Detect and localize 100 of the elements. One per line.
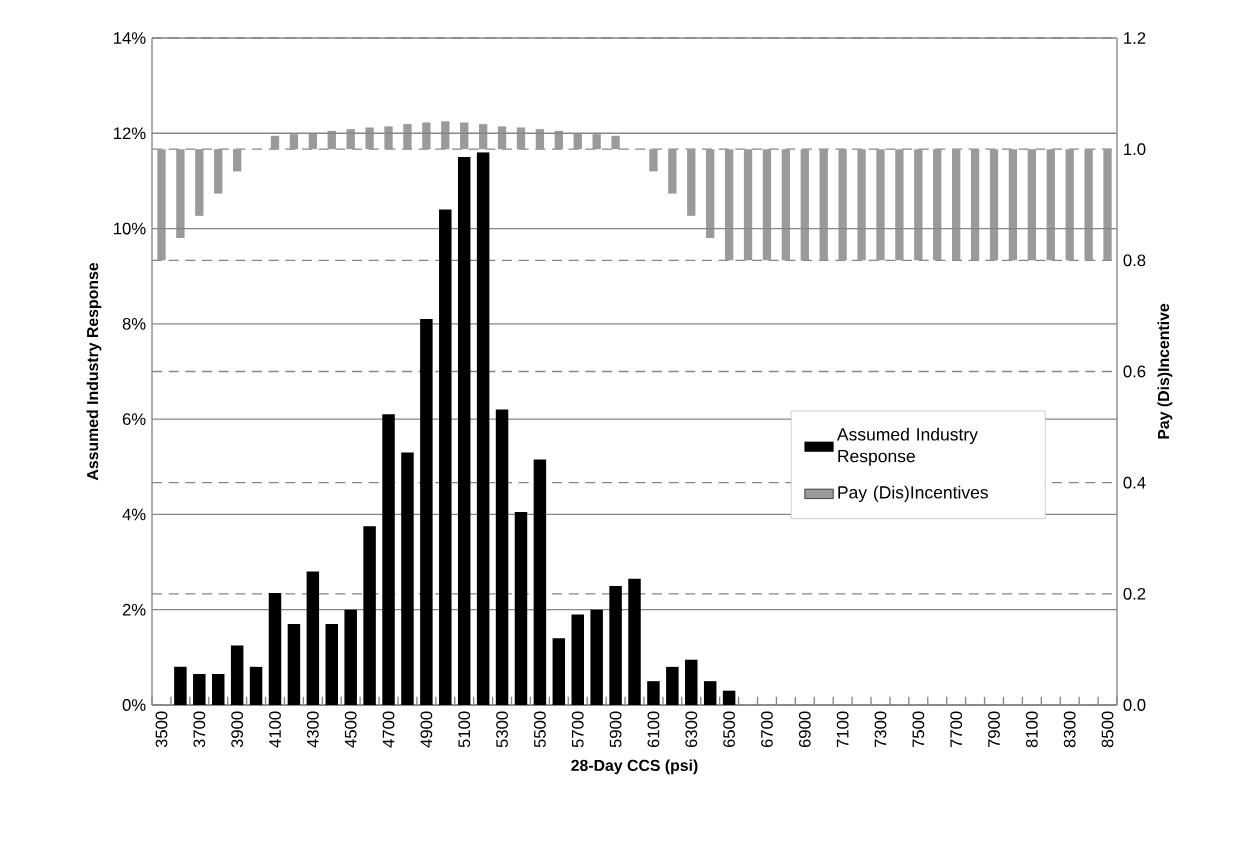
bar	[346, 129, 355, 150]
bar	[628, 578, 641, 705]
bar	[287, 623, 301, 705]
y-tick-label: 8%	[122, 317, 146, 330]
x-tick-label: 4100	[269, 711, 281, 748]
bar	[214, 149, 223, 194]
bar	[401, 452, 414, 705]
y-tick-label: 2%	[122, 603, 146, 616]
bar	[970, 149, 980, 261]
x-tick-label: 6500	[723, 711, 736, 748]
bar	[268, 593, 282, 705]
x-axis-title: 28-Day CCS (psi)	[571, 759, 698, 775]
bar	[460, 122, 469, 150]
y-tick-label: 4%	[122, 508, 146, 521]
bar	[876, 149, 885, 261]
x-tick-label: 3700	[193, 711, 206, 748]
bar	[232, 149, 242, 172]
bar	[1065, 149, 1074, 261]
x-tick-label: 7100	[836, 711, 849, 748]
y-tick-label: 0%	[122, 699, 146, 711]
bar	[230, 645, 244, 705]
bar	[497, 126, 507, 150]
bar	[933, 149, 942, 261]
y2-axis-title: Pay (Dis)Incentive	[1157, 303, 1173, 439]
bar	[781, 149, 791, 261]
bar	[687, 149, 696, 216]
x-tick-label: 6900	[798, 711, 811, 748]
bar	[249, 666, 263, 705]
x-tick-label: 7700	[950, 711, 963, 748]
bar	[914, 149, 923, 261]
bar	[1008, 149, 1018, 261]
bar	[590, 609, 603, 705]
bar	[420, 319, 433, 705]
bar	[989, 149, 999, 261]
bar	[384, 126, 393, 150]
bar	[573, 133, 582, 150]
bar	[724, 149, 734, 261]
y2-tick-label: 0.4	[1123, 476, 1146, 489]
bar	[270, 135, 280, 150]
bar	[571, 614, 584, 705]
bar	[552, 638, 566, 705]
x-tick-label: 6300	[685, 711, 698, 748]
x-tick-label: 5300	[496, 711, 508, 748]
y-tick-label: 12%	[114, 127, 146, 140]
x-tick-label: 4900	[420, 711, 433, 748]
x-tick-label: 5700	[571, 711, 584, 748]
bar	[857, 149, 866, 261]
x-tick-label: 8100	[1025, 711, 1038, 748]
bar	[344, 609, 357, 705]
x-tick-label: 5900	[609, 711, 622, 748]
x-tick-label: 4700	[382, 711, 395, 748]
bar	[609, 585, 622, 705]
y-tick-label: 6%	[122, 413, 146, 426]
x-tick-label: 7300	[874, 711, 887, 748]
bar	[174, 666, 187, 705]
bar	[422, 122, 431, 150]
bar	[666, 666, 679, 705]
y2-tick-label: 0.8	[1123, 254, 1146, 267]
y2-tick-label: 1.0	[1124, 143, 1146, 156]
y-tick-label: 10%	[114, 222, 146, 235]
bar	[1103, 149, 1112, 261]
x-tick-label: 7900	[988, 711, 1000, 748]
bar	[363, 526, 376, 705]
bar	[403, 124, 412, 150]
legend-label: Pay (Dis)Incentives	[838, 485, 988, 503]
bar	[193, 674, 206, 705]
bar	[1084, 149, 1093, 261]
bar	[211, 674, 225, 705]
bar	[478, 124, 488, 150]
x-tick-label: 7500	[912, 711, 925, 748]
bar	[647, 681, 660, 705]
legend-label: Assumed Industry Response	[836, 427, 978, 466]
bar	[592, 134, 601, 150]
bar	[952, 149, 961, 261]
bar	[382, 414, 395, 705]
bar	[439, 209, 452, 705]
bar	[895, 149, 904, 261]
bar	[685, 659, 698, 705]
bar	[457, 157, 471, 705]
bar	[649, 149, 658, 172]
bar	[838, 149, 847, 261]
bar	[743, 149, 753, 261]
bar	[611, 135, 620, 150]
bar	[535, 129, 545, 150]
bar	[800, 149, 809, 261]
bar	[306, 571, 320, 705]
y2-tick-label: 0.2	[1123, 587, 1146, 600]
bar	[308, 133, 317, 150]
y2-tick-label: 1.2	[1124, 32, 1146, 44]
bar	[703, 681, 717, 705]
bar	[706, 149, 715, 239]
bar	[495, 409, 509, 705]
bar	[157, 149, 166, 261]
y-tick-label: 14%	[114, 32, 146, 44]
x-tick-label: 8500	[1101, 711, 1114, 748]
x-tick-label: 5100	[458, 711, 471, 748]
bar	[722, 690, 736, 705]
x-tick-label: 6700	[761, 711, 773, 748]
bar	[1027, 149, 1037, 261]
bar	[516, 127, 526, 150]
